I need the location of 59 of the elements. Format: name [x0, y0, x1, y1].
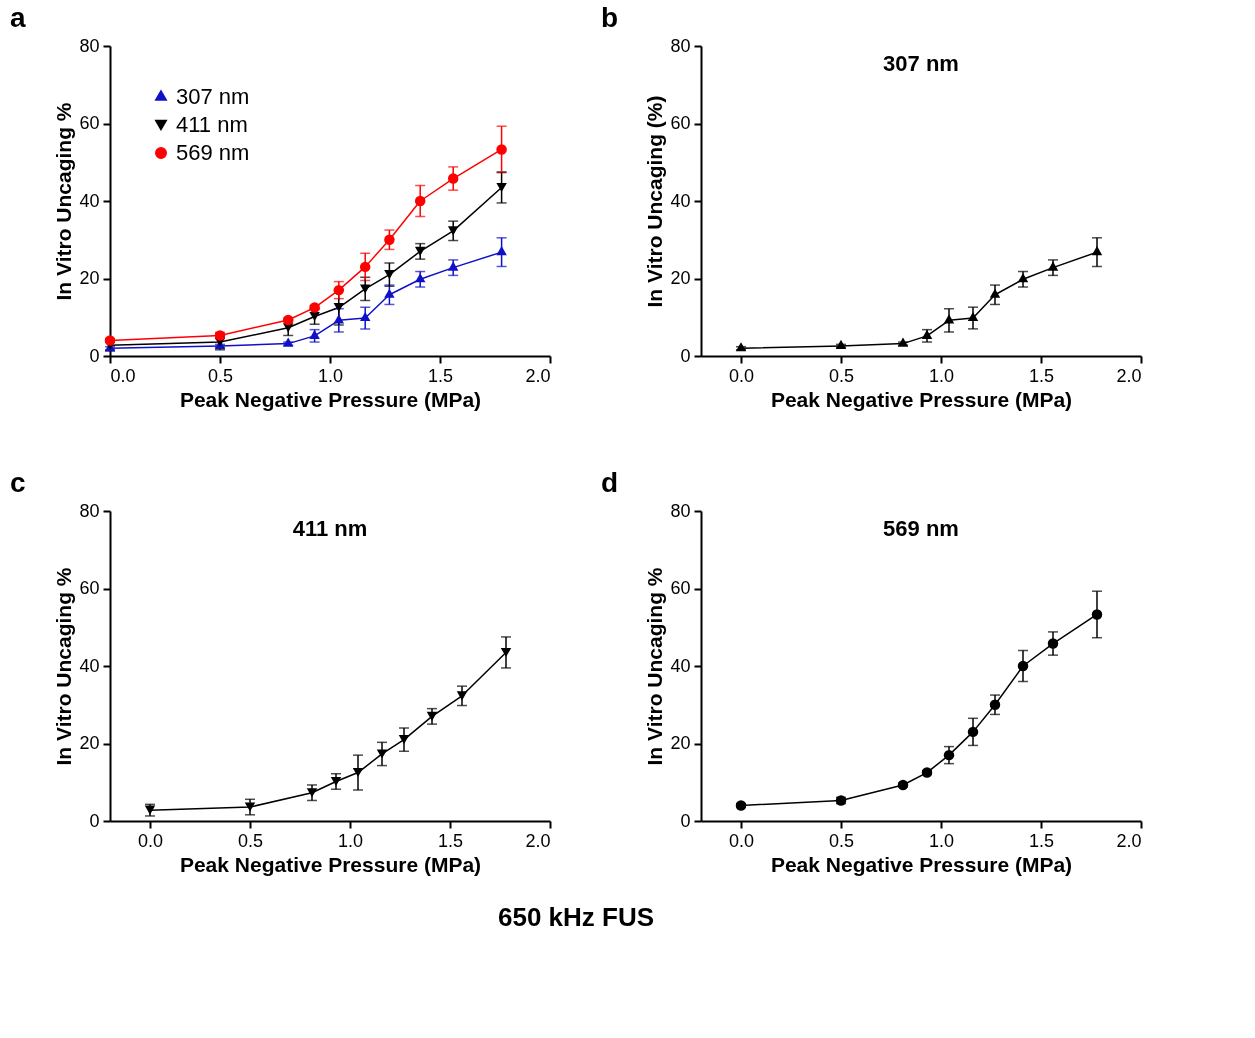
y-tick-label: 80 — [670, 35, 691, 56]
y-axis-title: In Vitro Uncaging (%) — [643, 95, 667, 308]
x-tick-label: 0.5 — [237, 830, 264, 851]
x-tick-label: 1.5 — [1028, 365, 1055, 386]
y-tick-label: 80 — [79, 500, 100, 521]
x-tick-label: 0.5 — [207, 365, 234, 386]
y-tick-label: 0 — [680, 810, 691, 831]
x-tick-label: 2.0 — [1116, 365, 1142, 386]
x-tick-label: 0.0 — [110, 365, 136, 386]
y-tick-label: 40 — [79, 190, 100, 211]
x-tick-label: 2.0 — [1116, 830, 1142, 851]
y-tick-label: 20 — [79, 268, 100, 288]
x-axis-title: Peak Negative Pressure (MPa) — [179, 852, 482, 876]
x-tick-label: 1.5 — [437, 830, 464, 851]
y-tick-label: 40 — [79, 655, 100, 676]
y-tick-label: 40 — [670, 655, 691, 676]
x-tick-label: 1.5 — [1028, 830, 1055, 851]
text: d — [601, 467, 619, 498]
y-tick-label: 0 — [89, 810, 100, 831]
legend-label: 307 nm — [176, 84, 250, 109]
x-tick-label: 0.0 — [728, 830, 755, 851]
y-tick-label: 20 — [79, 733, 100, 753]
x-tick-label: 2.0 — [525, 830, 551, 851]
y-axis-title: In Vitro Uncaging % — [52, 102, 76, 301]
x-tick-label: 0.5 — [828, 830, 855, 851]
x-tick-label: 1.5 — [427, 365, 454, 386]
x-axis-title: Peak Negative Pressure (MPa) — [770, 852, 1073, 876]
y-tick-label: 60 — [670, 578, 691, 598]
text: 650 kHz FUS — [497, 902, 655, 932]
x-tick-label: 2.0 — [525, 365, 551, 386]
y-tick-label: 0 — [89, 345, 100, 366]
x-axis-title: Peak Negative Pressure (MPa) — [179, 387, 482, 411]
x-tick-label: 1.0 — [337, 830, 364, 851]
text: c — [10, 467, 26, 498]
x-tick-label: 0.0 — [728, 365, 755, 386]
chart-title: 307 nm — [883, 51, 959, 76]
y-tick-label: 80 — [670, 500, 691, 521]
y-tick-label: 60 — [79, 578, 100, 598]
y-axis-title: In Vitro Uncaging % — [643, 567, 667, 766]
chart-title: 569 nm — [883, 516, 959, 541]
legend-label: 569 nm — [176, 140, 250, 165]
y-tick-label: 40 — [670, 190, 691, 211]
x-tick-label: 1.0 — [317, 365, 344, 386]
text: a — [10, 2, 26, 33]
y-tick-label: 60 — [79, 113, 100, 133]
text: b — [601, 2, 619, 33]
y-tick-label: 60 — [670, 113, 691, 133]
y-tick-label: 20 — [670, 268, 691, 288]
x-tick-label: 1.0 — [928, 365, 955, 386]
y-tick-label: 80 — [79, 35, 100, 56]
legend-label: 411 nm — [176, 112, 248, 137]
x-tick-label: 0.0 — [137, 830, 164, 851]
x-axis-title: Peak Negative Pressure (MPa) — [770, 387, 1073, 411]
y-axis-title: In Vitro Uncaging % — [52, 567, 76, 766]
y-tick-label: 0 — [680, 345, 691, 366]
x-tick-label: 0.5 — [828, 365, 855, 386]
x-tick-label: 1.0 — [928, 830, 955, 851]
y-tick-label: 20 — [670, 733, 691, 753]
chart-title: 411 nm — [292, 516, 368, 541]
